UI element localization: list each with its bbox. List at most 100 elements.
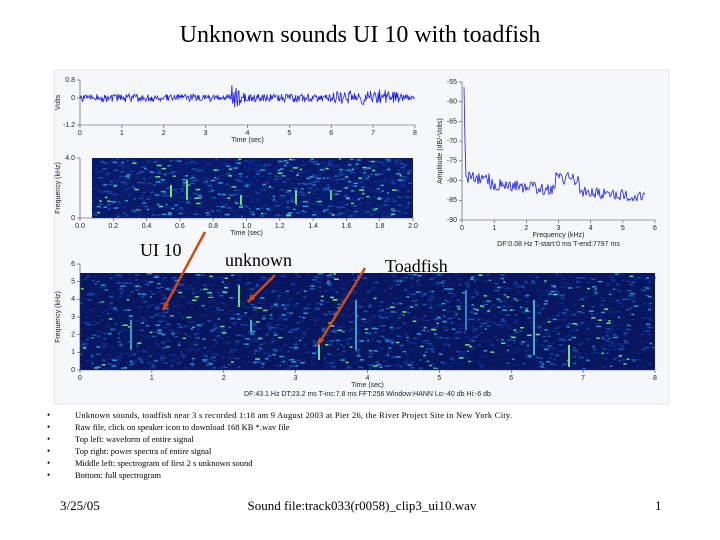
spectrogram-cell	[292, 365, 296, 367]
spectrogram-cell	[411, 361, 414, 364]
spectrogram-cell	[510, 351, 513, 354]
spectrogram-cell	[334, 193, 339, 195]
spectrogram-cell	[352, 205, 358, 207]
spectrogram-cell	[373, 190, 377, 192]
spectrogram-cell	[291, 361, 297, 363]
spectrogram-cell	[104, 310, 108, 312]
spectrogram-cell	[255, 339, 259, 341]
spectrogram-cell	[391, 210, 396, 212]
y-tick-label: -65	[447, 118, 457, 125]
spectrogram-cell	[461, 291, 466, 294]
spectrogram-cell	[365, 201, 371, 204]
spectrogram-cell	[142, 191, 146, 194]
spectrogram-cell	[330, 180, 334, 182]
spectrogram-cell	[582, 367, 587, 370]
spectrogram-cell	[120, 330, 124, 333]
spectrogram-cell	[378, 325, 383, 327]
spectrogram-cell	[115, 274, 120, 276]
spectrogram-cell	[564, 318, 568, 321]
spectrogram-cell	[155, 306, 160, 308]
spectrogram-cell	[111, 347, 114, 349]
y-tick-label: 4.0	[65, 155, 75, 162]
spectrogram-cell	[443, 329, 447, 331]
spectrogram-cell	[429, 301, 432, 304]
spectrogram-cell	[586, 324, 591, 326]
spectrogram-cell	[127, 341, 131, 343]
y-tick-label: -70	[447, 138, 457, 145]
spectrogram-cell	[436, 322, 439, 325]
spectrogram-cell	[306, 190, 310, 193]
spectrogram-cell	[347, 185, 352, 188]
spectrogram-cell	[210, 210, 215, 213]
spectrogram-cell	[107, 303, 111, 305]
spectrogram-cell	[205, 209, 208, 211]
spectrogram-cell	[146, 273, 152, 275]
spectrogram-cell	[301, 160, 304, 162]
spectrogram-cell	[342, 295, 345, 297]
spectrogram-cell	[623, 348, 626, 351]
spectrogram-cell	[363, 189, 367, 191]
spectrogram-cell	[308, 199, 312, 201]
spectrogram-cell	[541, 346, 547, 349]
spectrogram-cell	[420, 345, 424, 348]
spectrogram-cell	[427, 342, 433, 345]
spectrogram-cell	[97, 211, 101, 214]
spectrogram-cell	[601, 338, 606, 340]
spectrogram-cell	[441, 302, 446, 305]
spectrogram-cell	[87, 275, 90, 278]
spectrogram-cell	[231, 361, 234, 363]
spectrogram-cell	[238, 173, 243, 175]
spectrogram-cell	[162, 213, 167, 216]
spectrogram-cell	[390, 285, 394, 288]
spectrogram-cell	[296, 291, 299, 294]
spectrogram-cell	[565, 335, 569, 338]
spectrogram-cell	[376, 340, 381, 342]
spectrogram-cell	[445, 329, 448, 331]
spectrogram-cell	[125, 329, 130, 332]
spectrogram-cell	[544, 367, 548, 369]
spectrogram-cell	[401, 184, 407, 187]
spectrogram-cell	[444, 299, 448, 302]
spectrogram-cell	[498, 311, 503, 313]
spectrogram-cell	[219, 330, 223, 333]
spectrogram-cell	[261, 363, 265, 365]
spectrogram-cell	[559, 338, 564, 340]
spectrogram-cell	[554, 357, 557, 360]
spectrogram-cell	[177, 323, 181, 325]
spectrogram-cell	[183, 212, 187, 214]
spectrogram-cell	[476, 361, 481, 363]
spectrogram-cell	[161, 333, 166, 336]
spectrogram-cell	[255, 283, 259, 286]
spectrogram-cell	[564, 309, 569, 311]
spectrogram-cell	[548, 294, 551, 296]
spectrogram-cell	[447, 300, 450, 303]
spectrogram-cell	[514, 281, 517, 284]
spectrogram-cell	[335, 165, 341, 167]
spectrogram-cell	[538, 344, 544, 346]
spectrogram-cell	[176, 289, 182, 292]
spectrogram-cell	[369, 173, 374, 176]
spectrogram-cell	[400, 348, 403, 350]
spectrogram-cell	[592, 286, 597, 288]
spectrogram-cell	[377, 198, 381, 200]
spectrogram-cell	[328, 212, 333, 214]
spectrogram-cell	[514, 351, 518, 353]
spectrogram-cell	[165, 203, 168, 206]
spectrogram-cell	[522, 311, 526, 313]
spectrogram-cell	[342, 346, 345, 348]
spectrogram-cell	[243, 185, 246, 187]
spectrogram-cell	[229, 310, 232, 312]
spectrogram-cell	[140, 329, 144, 332]
spectrogram-cell	[267, 355, 272, 357]
spectrogram-cell	[211, 197, 216, 199]
spectrogram-cell	[119, 296, 123, 298]
spectrogram-cell	[125, 352, 130, 354]
spectrogram-cell	[253, 165, 258, 167]
spectrogram-cell	[318, 273, 323, 275]
spectrogram-cell	[480, 305, 483, 307]
y-axis-label: Frequency (kHz)	[55, 291, 62, 343]
spectrogram-cell	[357, 360, 362, 363]
spectrogram-cell	[294, 337, 298, 339]
spectrogram-cell	[483, 300, 488, 302]
spectrogram-cell	[200, 201, 206, 204]
